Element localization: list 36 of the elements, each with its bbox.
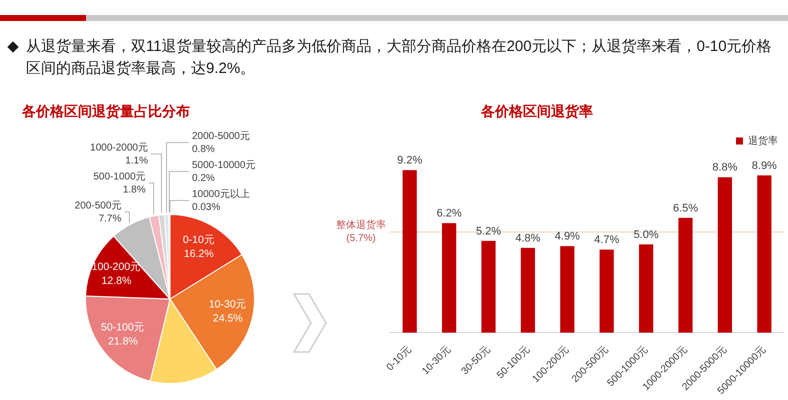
- data-label: 4.9%: [554, 230, 580, 243]
- slice-label: 10-30元: [208, 298, 247, 311]
- data-label: 8.8%: [712, 162, 738, 174]
- data-label: 12.8%: [102, 274, 132, 287]
- chart-title: 各价格区间退货量占比分布: [22, 102, 190, 120]
- data-label: 8.9%: [752, 160, 778, 172]
- data-label: 7.7%: [98, 213, 122, 224]
- data-label: 0.8%: [192, 144, 215, 155]
- data-label: 6.5%: [672, 202, 698, 214]
- slice-label: 10000元以上: [192, 188, 250, 200]
- legend-label: 退货率: [748, 134, 778, 147]
- data-label: 4.8%: [515, 232, 541, 244]
- data-label: 6.2%: [436, 208, 462, 220]
- slice-label: 5000-10000元: [192, 160, 256, 171]
- data-label: 24.5%: [212, 312, 243, 325]
- data-label: 1.8%: [122, 184, 146, 196]
- data-label: 16.2%: [184, 248, 214, 260]
- text: 从退货量来看，双11退货量较高的产品多为低价商品，大部分商品价格在200元以下；从退货率来看，0-10元价格区间的商品退货率最高，达9.2%。: [26, 37, 773, 79]
- data-label: 5.0%: [634, 228, 659, 241]
- data-label: 0.2%: [192, 172, 215, 184]
- slice-label: 0-10元: [182, 234, 215, 246]
- slice-label: 200-500元: [74, 200, 122, 212]
- data-label: 21.8%: [108, 336, 138, 348]
- chart-title: 各价格区间退货率: [480, 102, 594, 120]
- x-tick-label: 0-10元: [384, 344, 414, 374]
- data-label: 9.2%: [397, 154, 422, 167]
- slice-label: 100-200元: [92, 260, 142, 273]
- slice-label: 500-1000元: [93, 171, 146, 182]
- slice-label: 2000-5000元: [192, 130, 250, 142]
- slice-label: 1000-2000元: [90, 142, 148, 154]
- data-label: 4.7%: [594, 234, 620, 246]
- ref-line-label: 整体退货率(5.7%): [336, 219, 386, 244]
- slice-label: 50-100元: [101, 322, 145, 334]
- data-label: 5.2%: [476, 225, 502, 238]
- data-label: 1.1%: [125, 155, 148, 166]
- data-label: 0.03%: [192, 202, 220, 213]
